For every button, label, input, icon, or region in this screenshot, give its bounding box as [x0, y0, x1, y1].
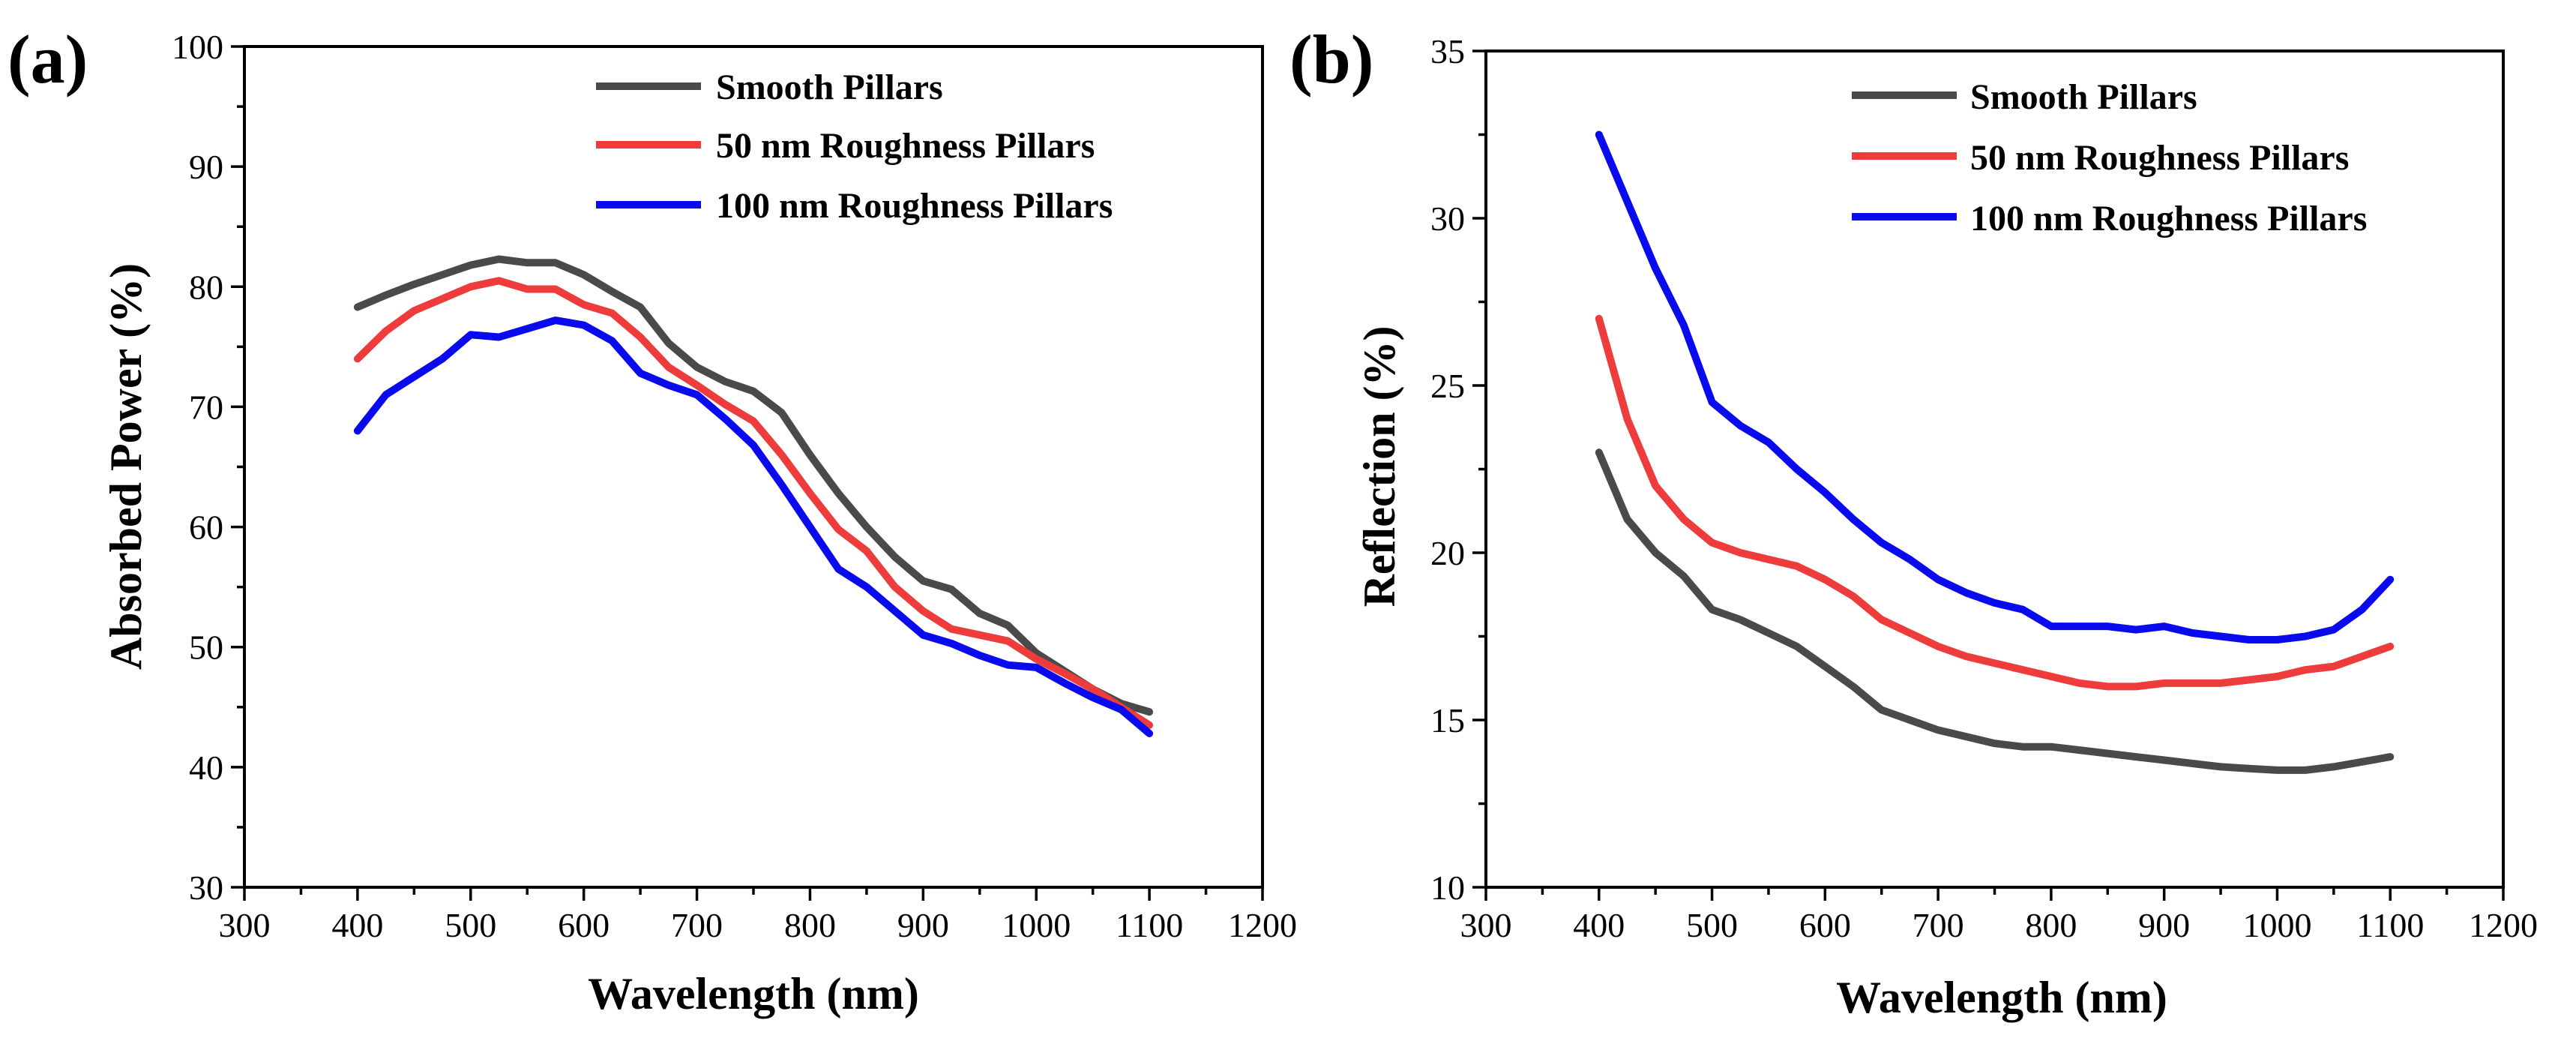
series-line-smooth-pillars	[353, 255, 1154, 716]
x-tick-label: 1000	[1002, 906, 1071, 944]
panel-a-label: (a)	[7, 21, 88, 98]
series-line-50-nm-roughness-pillars	[353, 277, 1154, 729]
series-line-100-nm-roughness-pillars	[353, 316, 1154, 737]
y-tick-label: 35	[1430, 32, 1465, 70]
x-tick-label: 1200	[1228, 906, 1297, 944]
panel-a-x-axis-title: Wavelength (nm)	[588, 969, 919, 1018]
panel-b-x-axis-title: Wavelength (nm)	[1836, 973, 2167, 1022]
y-tick-label: 90	[189, 148, 223, 186]
x-tick-label: 700	[1913, 906, 1964, 944]
x-tick-label: 300	[219, 906, 271, 944]
y-tick-label: 50	[189, 628, 223, 667]
x-tick-label: 400	[331, 906, 383, 944]
panel-a-y-axis-title: Absorbed Power (%)	[101, 263, 151, 670]
y-tick-label: 30	[189, 868, 223, 907]
y-tick-label: 80	[189, 268, 223, 306]
series-line-smooth-pillars	[1595, 448, 2395, 774]
y-tick-label: 30	[1430, 200, 1465, 238]
x-tick-label: 900	[2138, 906, 2190, 944]
series-line-50-nm-roughness-pillars	[1595, 314, 2395, 691]
panel-a-x-ticks: 300 400 500 600 700 800 900 1000 1100 1200	[219, 887, 1297, 944]
x-tick-label: 600	[558, 906, 610, 944]
x-tick-label: 500	[1686, 906, 1738, 944]
x-tick-label: 800	[784, 906, 836, 944]
x-tick-label: 700	[671, 906, 723, 944]
panel-b: (b) 300 400 500 600 700 800 900 1000 1100 1200 10…	[1289, 21, 2538, 1022]
x-tick-label: 400	[1573, 906, 1625, 944]
y-tick-label: 25	[1430, 367, 1465, 405]
series-line-100-nm-roughness-pillars	[1595, 130, 2395, 644]
y-tick-label: 100	[172, 28, 223, 66]
panel-b-y-axis-title: Reflection (%)	[1355, 326, 1404, 608]
panel-b-legend: Smooth Pillars 50 nm Roughness Pillars 1…	[1852, 77, 2367, 238]
legend-label-smooth-pillars: Smooth Pillars	[1970, 77, 2197, 117]
panel-b-label: (b)	[1289, 21, 1373, 98]
x-tick-label: 800	[2025, 906, 2077, 944]
y-tick-label: 60	[189, 508, 223, 547]
x-tick-label: 900	[897, 906, 949, 944]
x-tick-label: 600	[1799, 906, 1851, 944]
y-tick-label: 20	[1430, 534, 1465, 572]
x-tick-label: 300	[1460, 906, 1512, 944]
x-tick-label: 500	[445, 906, 496, 944]
panel-a-series-lines	[353, 255, 1154, 737]
legend-label-100nm-pillars: 100 nm Roughness Pillars	[1970, 199, 2367, 238]
y-tick-label: 15	[1430, 701, 1465, 740]
y-tick-label: 70	[189, 388, 223, 426]
y-tick-label: 40	[189, 748, 223, 787]
x-tick-label: 1100	[2356, 906, 2424, 944]
x-tick-label: 1200	[2469, 906, 2538, 944]
panel-a-y-ticks: 30 40 50 60 70 80 90 100	[172, 28, 244, 907]
panel-a-legend: Smooth Pillars 50 nm Roughness Pillars 1…	[596, 68, 1113, 226]
legend-label-50nm-pillars: 50 nm Roughness Pillars	[716, 126, 1095, 166]
legend-label-100nm-pillars: 100 nm Roughness Pillars	[716, 186, 1113, 226]
y-tick-label: 10	[1430, 868, 1465, 907]
legend-label-smooth-pillars: Smooth Pillars	[716, 68, 943, 107]
panel-b-y-ticks: 10 15 20 25 30 35	[1430, 32, 1486, 907]
panel-b-series-lines	[1595, 130, 2395, 774]
panel-b-x-ticks: 300 400 500 600 700 800 900 1000 1100 1200	[1460, 887, 2538, 944]
x-tick-label: 1100	[1116, 906, 1183, 944]
legend-label-50nm-pillars: 50 nm Roughness Pillars	[1970, 138, 2349, 178]
panel-a: (a) 300 400 500 600 700 800 900 1000 1100 1200 30…	[7, 21, 1297, 1018]
x-tick-label: 1000	[2242, 906, 2311, 944]
